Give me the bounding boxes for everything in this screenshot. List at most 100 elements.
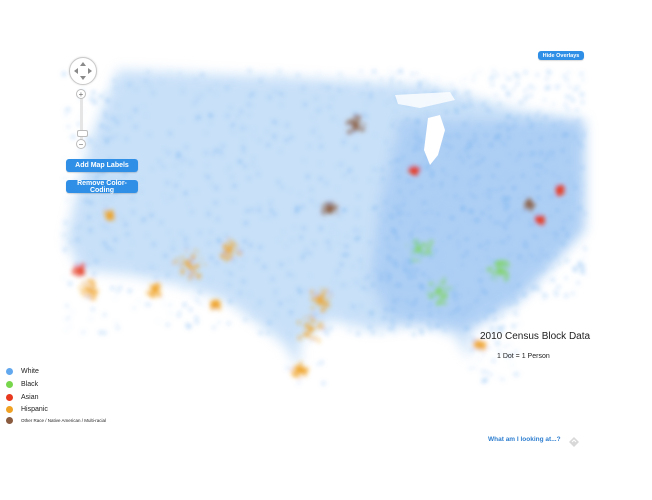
population-dot [542,181,545,183]
population-dot [100,124,104,128]
population-dot [89,201,94,205]
population-dot [441,280,446,285]
population-dot [316,109,320,113]
population-dot [271,277,274,281]
population-dot [399,221,403,225]
population-dot [154,282,158,286]
remove-color-coding-button[interactable]: Remove Color-Coding [66,180,138,194]
population-dot [310,340,313,343]
population-dot [273,296,276,299]
population-dot [439,186,443,190]
population-dot [339,215,341,218]
population-dot [85,199,89,203]
population-dot [409,316,413,320]
population-dot [557,190,562,195]
population-dot [537,156,539,159]
population-dot [419,254,423,258]
population-dot [258,204,261,207]
zoom-out-button[interactable]: − [76,139,86,149]
population-dot [491,337,494,340]
population-dot [386,280,390,284]
zoom-slider-handle[interactable] [77,130,88,137]
population-dot [243,318,247,322]
population-dot [181,256,185,260]
population-dot [393,332,395,334]
population-dot [476,153,480,157]
population-dot [441,206,443,208]
population-dot [508,77,511,81]
population-dot [446,174,449,177]
population-dot [195,95,198,97]
population-dot [229,272,233,276]
population-dot [102,199,104,201]
population-dot [297,381,300,385]
population-dot [445,153,449,157]
population-dot [473,338,476,341]
population-dot [244,221,248,225]
population-dot [452,145,454,148]
population-dot [321,84,324,88]
diamond-icon[interactable] [569,437,579,447]
population-dot [81,331,84,334]
population-dot [272,120,276,124]
population-dot [150,294,154,298]
population-dot [180,161,183,164]
population-dot [406,244,409,247]
population-dot [497,251,499,253]
population-dot [261,74,264,77]
zoom-in-button[interactable]: + [76,89,86,99]
population-dot [289,310,293,315]
population-dot [65,329,67,331]
population-dot [102,136,105,139]
population-dot [116,104,119,107]
population-dot [460,79,462,82]
population-dot [375,303,377,305]
population-dot [566,160,570,163]
population-dot [194,316,198,320]
population-dot [552,102,555,105]
population-dot [71,310,73,313]
population-dot [259,79,262,83]
hide-overlays-button[interactable]: Hide Overlays [538,51,584,60]
zoom-slider-track[interactable] [80,90,83,145]
population-dot [407,276,412,280]
population-dot [473,132,477,136]
population-dot [162,194,165,196]
population-dot [120,116,122,119]
population-dot [429,235,431,237]
population-dot [391,294,394,297]
population-dot [469,209,473,212]
population-dot [98,331,102,335]
population-dot [170,195,174,199]
pan-control[interactable] [69,57,97,85]
population-dot [554,292,558,296]
population-dot [273,138,276,141]
population-dot [316,302,320,306]
population-dot [429,255,433,259]
population-dot [307,326,311,329]
population-dot [88,228,93,232]
population-dot [292,275,294,278]
population-dot [460,295,463,298]
population-dot [200,257,203,260]
what-am-i-looking-at-link[interactable]: What am I looking at...? [488,436,561,443]
population-dot [321,325,323,328]
population-dot [445,195,447,198]
population-dot [421,252,424,255]
population-dot [326,203,331,208]
population-dot [270,200,273,203]
population-dot [477,293,480,296]
add-map-labels-button[interactable]: Add Map Labels [66,159,138,172]
population-dot [420,318,423,321]
population-dot [136,267,139,271]
population-dot [569,175,572,178]
population-dot [538,140,541,143]
population-dot [452,294,457,298]
legend-title: 2010 Census Block Data [480,331,591,342]
population-dot [206,164,208,166]
population-dot [225,86,229,90]
population-dot [242,279,246,284]
population-dot [211,301,216,306]
population-dot [321,316,324,318]
